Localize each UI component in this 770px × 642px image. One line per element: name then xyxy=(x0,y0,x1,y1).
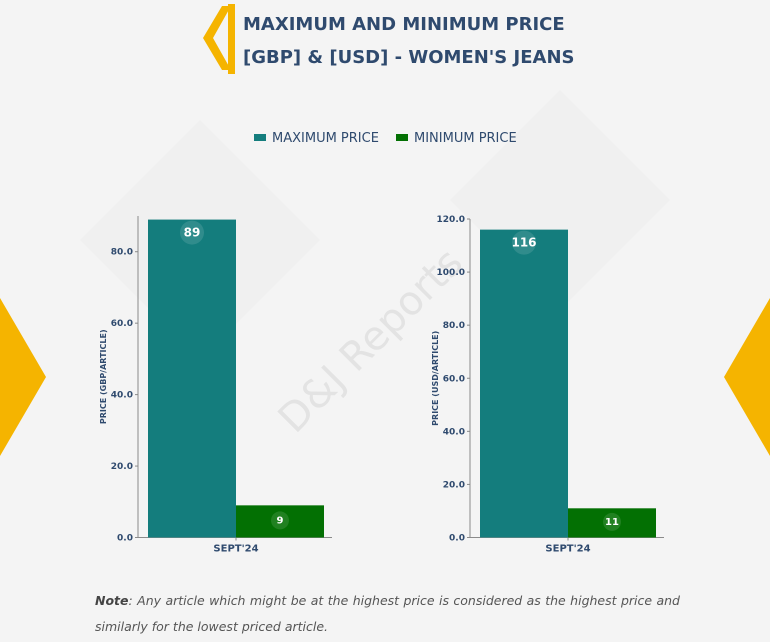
title-chevron-icon xyxy=(203,6,231,70)
bar-minimum xyxy=(568,508,656,538)
note-text: : Any article which might be at the high… xyxy=(95,593,680,634)
legend-swatch-min xyxy=(396,134,408,141)
title-bar xyxy=(228,4,235,74)
y-tick-label: 60.0 xyxy=(443,374,465,384)
legend-label-min: MINIMUM PRICE xyxy=(414,131,517,146)
x-tick-label: SEPT'24 xyxy=(545,544,590,555)
bar-maximum xyxy=(148,219,236,538)
data-label-bubble xyxy=(180,220,204,245)
right-accent-shape xyxy=(724,298,770,456)
data-label: 116 xyxy=(511,236,536,250)
y-tick-label: 80.0 xyxy=(443,321,465,331)
y-tick-label: 60.0 xyxy=(111,319,133,329)
legend-swatch-max xyxy=(254,134,266,141)
y-tick-label: 120.0 xyxy=(437,215,465,225)
y-tick-label: 100.0 xyxy=(437,268,465,278)
data-label: 9 xyxy=(277,515,284,526)
bar-maximum xyxy=(480,229,568,538)
y-tick-label: 40.0 xyxy=(111,391,133,401)
title-line-1: MAXIMUM AND MINIMUM PRICE xyxy=(243,14,565,35)
bar-minimum xyxy=(236,505,324,538)
legend: MAXIMUM PRICE MINIMUM PRICE xyxy=(254,131,517,146)
y-tick-label: 40.0 xyxy=(443,427,465,437)
y-axis-label: PRICE (USD/ARTICLE) xyxy=(431,331,440,426)
y-tick-label: 0.0 xyxy=(449,534,465,544)
data-label-bubble xyxy=(603,512,621,531)
title-line-2: [GBP] & [USD] - WOMEN'S JEANS xyxy=(243,47,574,68)
title-block: MAXIMUM AND MINIMUM PRICE [GBP] & [USD] … xyxy=(203,4,574,74)
left-accent-shape xyxy=(0,298,46,456)
legend-label-max: MAXIMUM PRICE xyxy=(272,131,379,146)
footnote: Note: Any article which might be at the … xyxy=(95,588,680,640)
note-label: Note xyxy=(95,593,129,608)
data-label: 11 xyxy=(605,517,619,528)
data-label-bubble xyxy=(271,511,289,530)
y-tick-label: 80.0 xyxy=(111,248,133,258)
charts-area: 0.0 20.0 40.0 60.0 80.0 PRICE (GBP/ARTICLE) 89… xyxy=(99,215,664,555)
x-tick-label: SEPT'24 xyxy=(213,544,258,555)
y-tick-label: 20.0 xyxy=(443,480,465,490)
data-label-bubble xyxy=(512,230,536,255)
y-tick-label: 0.0 xyxy=(117,534,133,544)
data-label: 89 xyxy=(184,226,201,240)
y-axis-label: PRICE (GBP/ARTICLE) xyxy=(99,329,108,424)
y-tick-label: 20.0 xyxy=(111,462,133,472)
